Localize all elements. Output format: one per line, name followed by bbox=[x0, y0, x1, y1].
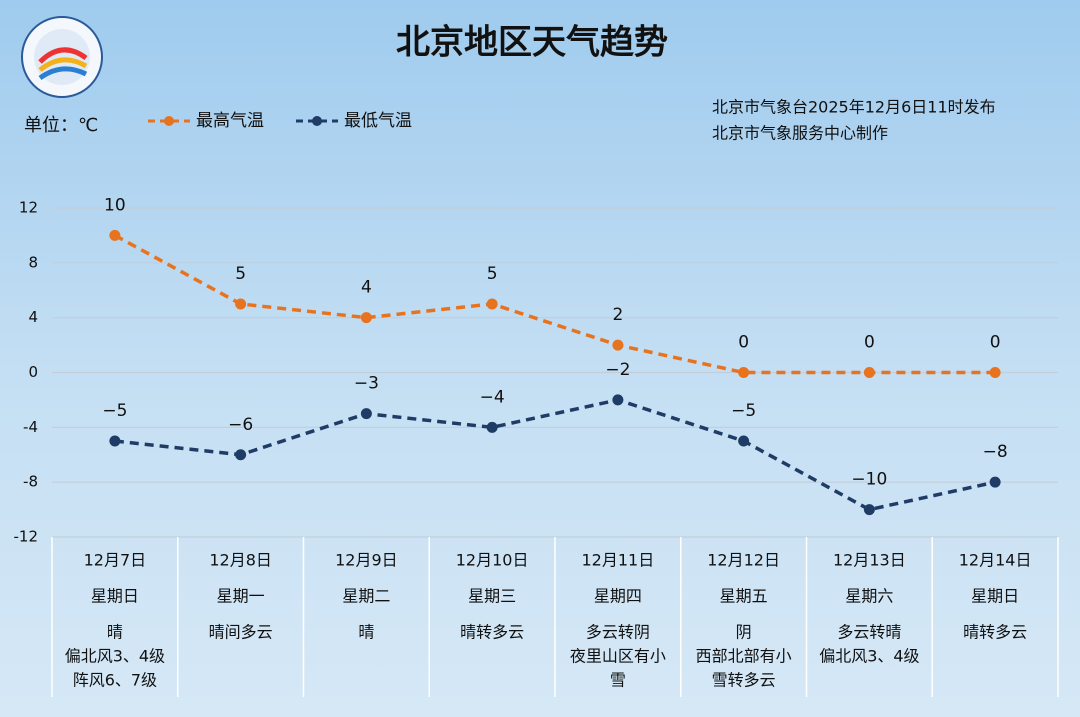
y-tick-label: -4 bbox=[23, 418, 38, 436]
weather: 多云转阴 bbox=[586, 623, 650, 642]
logo bbox=[21, 16, 103, 98]
x-tick-label: 12月13日 bbox=[833, 551, 906, 570]
x-tick-label: 12月14日 bbox=[959, 551, 1032, 570]
x-tick-label: 12月12日 bbox=[707, 551, 780, 570]
y-tick-label: 4 bbox=[28, 308, 38, 326]
annotation: 北京市气象台2025年12月6日11时发布 bbox=[712, 98, 996, 117]
weather: 晴 bbox=[358, 623, 374, 642]
chart-title: 北京地区天气趋势 bbox=[396, 23, 668, 63]
data-point bbox=[235, 298, 247, 310]
weekday: 星期六 bbox=[845, 587, 893, 606]
data-label: 2 bbox=[612, 305, 623, 325]
data-label: 5 bbox=[235, 264, 246, 284]
weather: 晴间多云 bbox=[209, 623, 273, 642]
weekday: 星期日 bbox=[971, 587, 1019, 606]
legend-marker bbox=[312, 116, 322, 126]
weather: 西部北部有小 bbox=[696, 647, 792, 666]
weather: 阵风6、7级 bbox=[73, 671, 157, 690]
data-label: 0 bbox=[738, 333, 749, 353]
x-tick-label: 12月9日 bbox=[335, 551, 398, 570]
data-point bbox=[486, 421, 498, 433]
weather: 晴转多云 bbox=[963, 623, 1027, 642]
y-tick-label: 8 bbox=[28, 253, 38, 271]
data-label: −3 bbox=[354, 374, 379, 394]
weekday: 星期二 bbox=[342, 587, 390, 606]
weather: 晴转多云 bbox=[460, 623, 524, 642]
data-point bbox=[235, 449, 247, 461]
data-label: 0 bbox=[864, 333, 875, 353]
weather: 阴 bbox=[736, 623, 752, 642]
weather: 雪转多云 bbox=[712, 671, 776, 690]
series-line bbox=[114, 398, 996, 512]
weather: 雪 bbox=[610, 671, 626, 690]
weekday: 星期三 bbox=[468, 587, 516, 606]
data-label: −10 bbox=[851, 470, 887, 490]
data-point bbox=[863, 504, 875, 516]
y-tick-label: -8 bbox=[23, 473, 38, 491]
weather: 多云转晴 bbox=[837, 623, 901, 642]
weather: 偏北风3、4级 bbox=[819, 647, 919, 666]
data-point bbox=[738, 367, 750, 378]
legend-marker bbox=[164, 116, 174, 126]
data-label: −4 bbox=[480, 387, 505, 407]
weekday: 星期一 bbox=[217, 587, 265, 606]
data-point bbox=[612, 339, 624, 351]
weekday: 星期四 bbox=[594, 587, 642, 606]
y-tick-label: -12 bbox=[14, 528, 39, 546]
data-label: −5 bbox=[102, 401, 127, 421]
data-label: −8 bbox=[983, 442, 1008, 462]
data-point bbox=[863, 367, 875, 378]
legend-label: 最低气温 bbox=[344, 111, 412, 131]
data-point bbox=[989, 367, 1001, 378]
x-tick-label: 12月11日 bbox=[582, 551, 655, 570]
data-label: 10 bbox=[104, 195, 126, 215]
x-tick-label: 12月7日 bbox=[84, 551, 147, 570]
weather: 夜里山区有小 bbox=[570, 647, 666, 666]
data-label: 0 bbox=[990, 333, 1001, 353]
y-axis-label: 单位：℃ bbox=[24, 115, 98, 136]
data-point bbox=[360, 312, 372, 324]
data-label: −2 bbox=[605, 360, 630, 380]
legend-label: 最高气温 bbox=[196, 111, 264, 131]
data-point bbox=[360, 408, 372, 420]
data-point bbox=[989, 476, 1001, 488]
weekday: 星期五 bbox=[720, 587, 768, 606]
data-label: −5 bbox=[731, 401, 756, 421]
data-point bbox=[612, 394, 624, 406]
data-point bbox=[109, 435, 121, 447]
x-tick-label: 12月10日 bbox=[456, 551, 529, 570]
annotation: 北京市气象服务中心制作 bbox=[712, 124, 888, 143]
data-point bbox=[109, 229, 121, 241]
weekday: 星期日 bbox=[91, 587, 139, 606]
data-label: 4 bbox=[361, 278, 372, 298]
data-label: 5 bbox=[487, 264, 498, 284]
weather: 晴 bbox=[107, 623, 123, 642]
data-point bbox=[486, 298, 498, 310]
weather: 偏北风3、4级 bbox=[65, 647, 165, 666]
data-label: −6 bbox=[228, 415, 253, 435]
y-tick-label: 12 bbox=[19, 199, 38, 217]
data-point bbox=[738, 435, 750, 447]
y-tick-label: 0 bbox=[28, 363, 38, 381]
x-tick-label: 12月8日 bbox=[209, 551, 272, 570]
